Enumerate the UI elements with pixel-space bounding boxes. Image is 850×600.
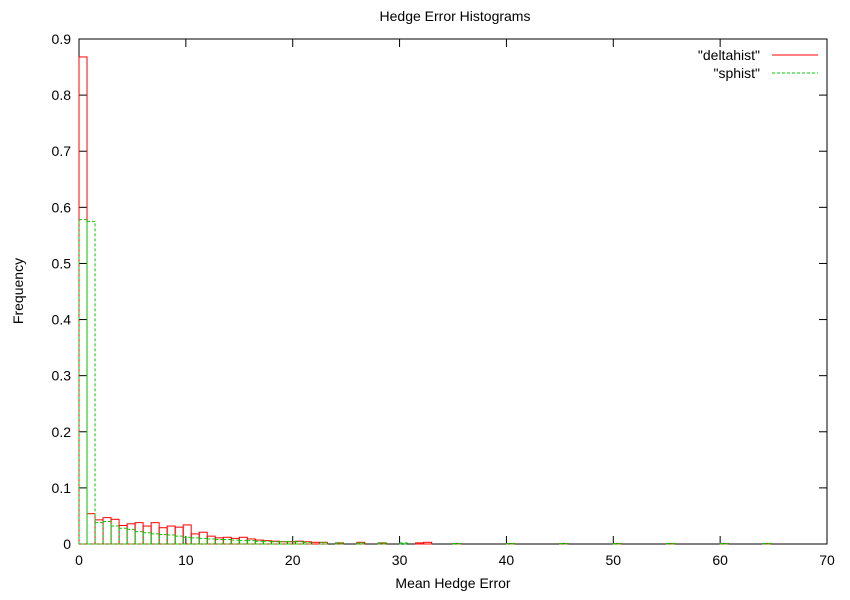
y-axis-label: Frequency: [10, 258, 26, 324]
y-axis: 0 0.1 0.2 0.3 0.4 0.5 0.6 0.7 0.8 0.9: [52, 31, 827, 552]
bar-sphist: [158, 533, 168, 545]
bar-deltahist: [230, 537, 240, 545]
chart-title: Hedge Error Histograms: [380, 8, 531, 24]
bar-sphist: [182, 536, 192, 545]
x-tick-label: 50: [605, 552, 621, 568]
bar-deltahist: [150, 522, 160, 545]
bar-sphist: [399, 542, 409, 545]
bar-sphist: [174, 535, 184, 545]
bar-deltahist: [222, 536, 232, 545]
legend-label-deltahist: "deltahist": [698, 47, 760, 63]
bar-deltahist: [246, 538, 256, 545]
y-tick-label: 0.8: [52, 87, 72, 103]
x-axis: 0 10 20 30 40 50 60 70: [75, 39, 835, 568]
plot-area: [78, 38, 828, 545]
bar-deltahist: [415, 542, 425, 545]
bar-sphist: [214, 539, 224, 545]
legend-item-sphist: "sphist": [713, 65, 818, 81]
bar-sphist: [166, 534, 176, 545]
bar-sphist: [559, 542, 569, 545]
bar-sphist: [222, 539, 232, 545]
bar-deltahist: [126, 523, 136, 545]
bar-deltahist: [182, 524, 192, 545]
y-tick-label: 0: [63, 536, 71, 552]
bar-sphist: [94, 522, 104, 545]
bar-deltahist: [94, 519, 104, 545]
bar-sphist: [719, 542, 729, 545]
bar-sphist: [78, 219, 88, 545]
bar-deltahist: [310, 541, 320, 545]
y-tick-label: 0.7: [52, 143, 72, 159]
plot-frame: [78, 38, 828, 545]
bar-deltahist: [190, 533, 200, 545]
bar-sphist: [762, 542, 772, 545]
x-tick-label: 60: [712, 552, 728, 568]
bar-deltahist: [142, 525, 152, 545]
bar-sphist: [612, 542, 622, 545]
bar-deltahist: [423, 541, 433, 545]
bar-deltahist: [86, 513, 96, 545]
bar-deltahist: [158, 527, 168, 545]
y-tick-label: 0.9: [52, 31, 72, 47]
bar-sphist: [86, 220, 96, 545]
bar-sphist: [206, 538, 216, 545]
x-tick-label: 40: [499, 552, 515, 568]
bar-deltahist: [134, 522, 144, 545]
x-tick-label: 30: [392, 552, 408, 568]
bar-sphist: [102, 521, 112, 545]
bar-sphist: [142, 532, 152, 545]
y-tick-label: 0.1: [52, 480, 72, 496]
bar-sphist: [110, 525, 120, 545]
legend: "deltahist" "sphist": [698, 47, 818, 81]
bar-sphist: [126, 528, 136, 545]
bar-sphist: [118, 527, 128, 545]
bar-sphist: [334, 542, 344, 545]
bar-sphist: [230, 539, 240, 545]
bar-sphist: [198, 537, 208, 545]
bar-sphist: [134, 531, 144, 545]
bar-deltahist: [318, 541, 328, 545]
x-tick-label: 0: [75, 552, 83, 568]
bar-sphist: [190, 537, 200, 545]
bar-deltahist: [254, 539, 264, 545]
bar-deltahist: [174, 526, 184, 545]
bar-deltahist: [206, 535, 216, 545]
bar-sphist: [666, 542, 676, 545]
bar-deltahist: [214, 537, 224, 545]
legend-label-sphist: "sphist": [713, 65, 760, 81]
y-tick-label: 0.2: [52, 424, 72, 440]
bar-sphist: [254, 540, 264, 545]
bar-sphist: [356, 542, 366, 545]
y-tick-label: 0.5: [52, 255, 72, 271]
x-tick-label: 10: [178, 552, 194, 568]
bar-sphist: [238, 540, 248, 545]
y-tick-label: 0.6: [52, 199, 72, 215]
bars-layer: [78, 56, 772, 545]
y-tick-label: 0.3: [52, 368, 72, 384]
bar-sphist: [150, 533, 160, 545]
bar-sphist: [505, 542, 515, 545]
y-tick-label: 0.4: [52, 312, 72, 328]
legend-item-deltahist: "deltahist": [698, 47, 818, 63]
bar-sphist: [246, 540, 256, 545]
x-tick-label: 20: [285, 552, 301, 568]
bar-sphist: [377, 542, 387, 545]
bar-sphist: [452, 542, 462, 545]
bar-deltahist: [78, 56, 88, 545]
x-axis-label: Mean Hedge Error: [395, 575, 511, 591]
x-tick-label: 70: [819, 552, 835, 568]
bar-deltahist: [110, 518, 120, 545]
bar-sphist: [262, 540, 272, 545]
